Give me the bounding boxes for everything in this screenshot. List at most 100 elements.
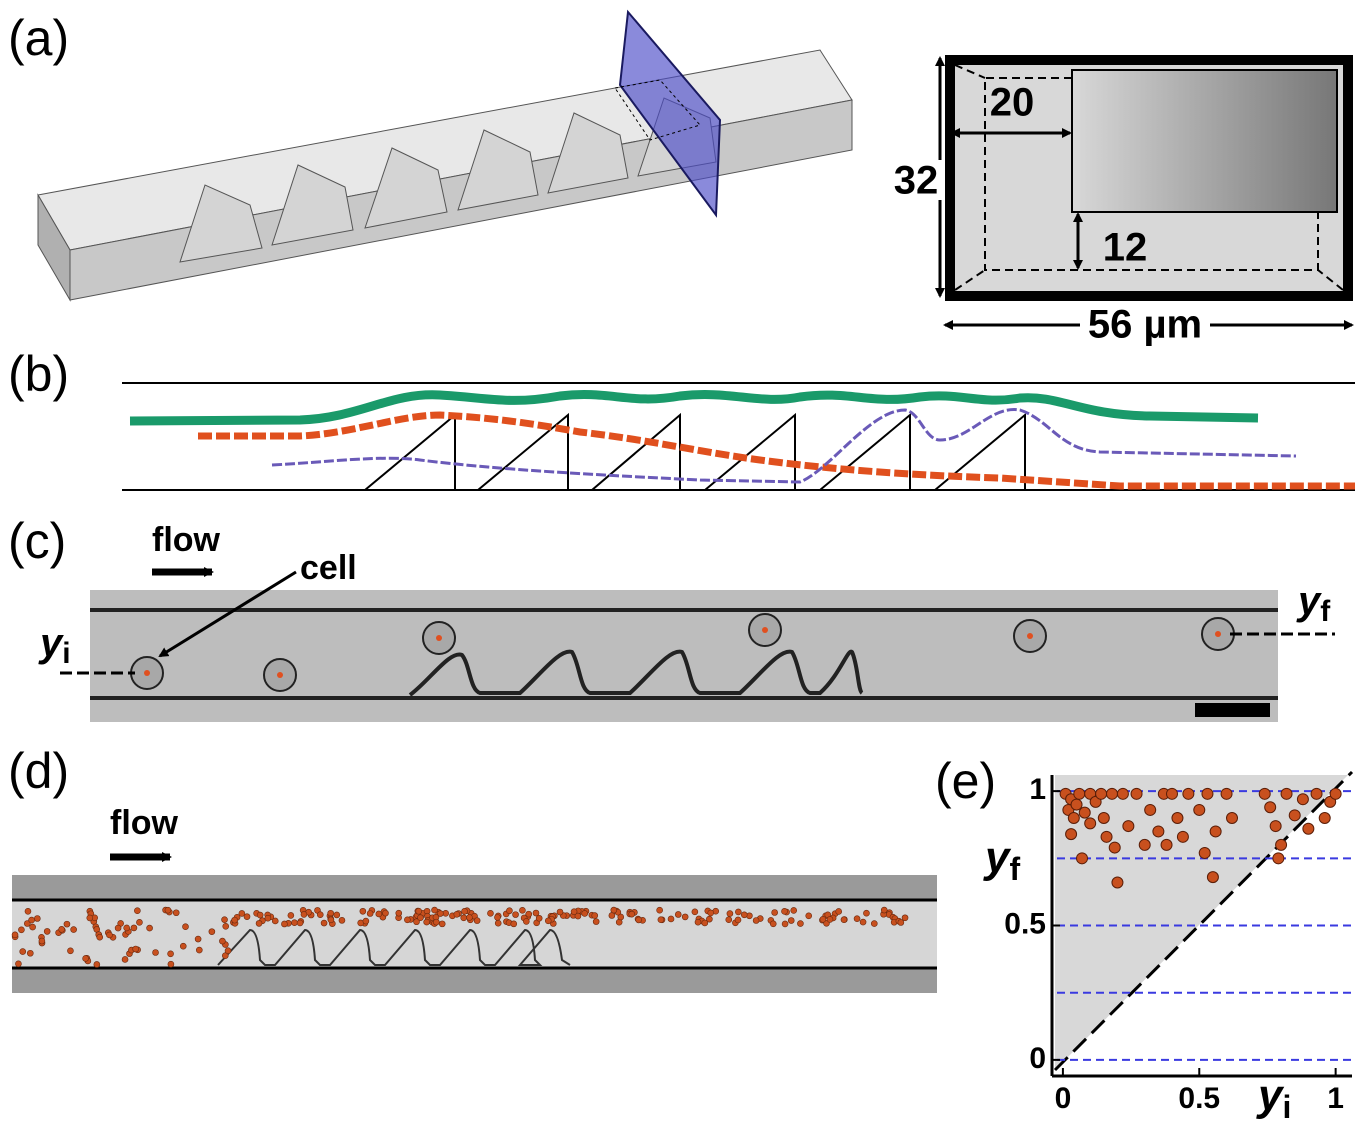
center xyxy=(277,672,283,678)
cell-dot xyxy=(225,948,231,954)
cell-dot xyxy=(437,911,443,917)
cell-dot xyxy=(257,912,263,918)
cell-dot xyxy=(495,920,501,926)
point xyxy=(1109,842,1120,853)
figure: (a) 20 32 12 56 µm (b) (c) flow cell yi … xyxy=(0,0,1363,1131)
cell-dot xyxy=(791,907,797,913)
yf-label: yf xyxy=(1296,579,1331,628)
cell-dot xyxy=(461,915,467,921)
cell-dot xyxy=(592,913,598,919)
cell-dot xyxy=(682,914,688,920)
cell-dot xyxy=(12,932,18,938)
cell-dot xyxy=(871,921,877,927)
point xyxy=(1079,807,1090,818)
center xyxy=(1027,633,1033,639)
cell-dot xyxy=(782,921,788,927)
center xyxy=(144,670,150,676)
cell-dot xyxy=(71,927,77,933)
dimension: 12 xyxy=(1103,226,1148,270)
cell-dot xyxy=(536,915,542,921)
cell-dot xyxy=(133,946,139,952)
point xyxy=(1139,839,1150,850)
cell-dot xyxy=(692,909,698,915)
scale-bar xyxy=(1195,703,1270,717)
cell-dot xyxy=(360,908,366,914)
symbol: y xyxy=(1256,1071,1285,1120)
cell-dot xyxy=(439,921,445,927)
cell-dot xyxy=(265,915,271,921)
cell-dot xyxy=(417,915,423,921)
cell-dot xyxy=(708,910,714,916)
point xyxy=(1123,821,1134,832)
panel-label: (c) xyxy=(8,513,66,569)
point xyxy=(1096,788,1107,799)
cell-dot xyxy=(168,951,174,957)
cell-dot xyxy=(571,909,577,915)
cell-dot xyxy=(131,925,137,931)
dimension: 20 xyxy=(990,81,1035,125)
symbol: y xyxy=(983,833,1012,882)
cell-dot xyxy=(59,926,65,932)
cell-dot xyxy=(124,925,130,931)
point xyxy=(1221,788,1232,799)
cell-dot xyxy=(454,911,460,917)
cell-dot xyxy=(173,910,179,916)
point xyxy=(1202,788,1213,799)
point xyxy=(1194,804,1205,815)
trajectory xyxy=(130,395,1258,421)
cell-dot xyxy=(334,912,340,918)
point xyxy=(1071,799,1082,810)
cell-label: cell xyxy=(300,549,357,587)
symbol: y xyxy=(1296,579,1322,623)
cell-dot xyxy=(675,911,681,917)
cell-dot xyxy=(223,923,229,929)
cell-dot xyxy=(396,910,402,916)
point xyxy=(1319,813,1330,824)
x-tick-label: 0 xyxy=(1055,1082,1072,1115)
cell-dot xyxy=(557,909,563,915)
cell-dot xyxy=(727,911,733,917)
cell-dot xyxy=(222,917,228,923)
cell-dot xyxy=(153,950,159,956)
cell-dot xyxy=(39,938,45,944)
point xyxy=(1161,839,1172,850)
cell-dot xyxy=(219,938,225,944)
cell-dot xyxy=(545,918,551,924)
cell-dot xyxy=(367,910,373,916)
point xyxy=(1131,788,1142,799)
cell-dot xyxy=(735,917,741,923)
cell-dot xyxy=(339,917,345,923)
cell-dot xyxy=(506,908,512,914)
cell-dot xyxy=(902,915,908,921)
cell-dot xyxy=(15,961,21,967)
panel-label: (a) xyxy=(8,10,69,66)
cell-dot xyxy=(629,911,635,917)
cell-dot xyxy=(433,919,439,925)
point xyxy=(1276,839,1287,850)
center xyxy=(1215,631,1221,637)
point xyxy=(1074,788,1085,799)
cell-dot xyxy=(67,948,73,954)
point xyxy=(1210,826,1221,837)
cell-dot xyxy=(726,917,732,923)
cell-dot xyxy=(432,907,438,913)
point xyxy=(1066,829,1077,840)
point xyxy=(1273,853,1284,864)
point xyxy=(1303,823,1314,834)
cell-dot xyxy=(474,918,480,924)
cell-dot xyxy=(83,955,89,961)
cell-dot xyxy=(25,908,31,914)
cell-dot xyxy=(94,961,100,967)
cell-dot xyxy=(836,908,842,914)
cell-dot xyxy=(34,915,40,921)
point xyxy=(1227,813,1238,824)
cell-dot xyxy=(487,910,493,916)
point xyxy=(1117,788,1128,799)
cell-dot xyxy=(317,912,323,918)
cell-dot xyxy=(18,927,24,933)
center xyxy=(762,627,768,633)
point xyxy=(1177,831,1188,842)
cell-dot xyxy=(122,956,128,962)
cell-dot xyxy=(806,913,812,919)
cell-dot xyxy=(115,925,121,931)
